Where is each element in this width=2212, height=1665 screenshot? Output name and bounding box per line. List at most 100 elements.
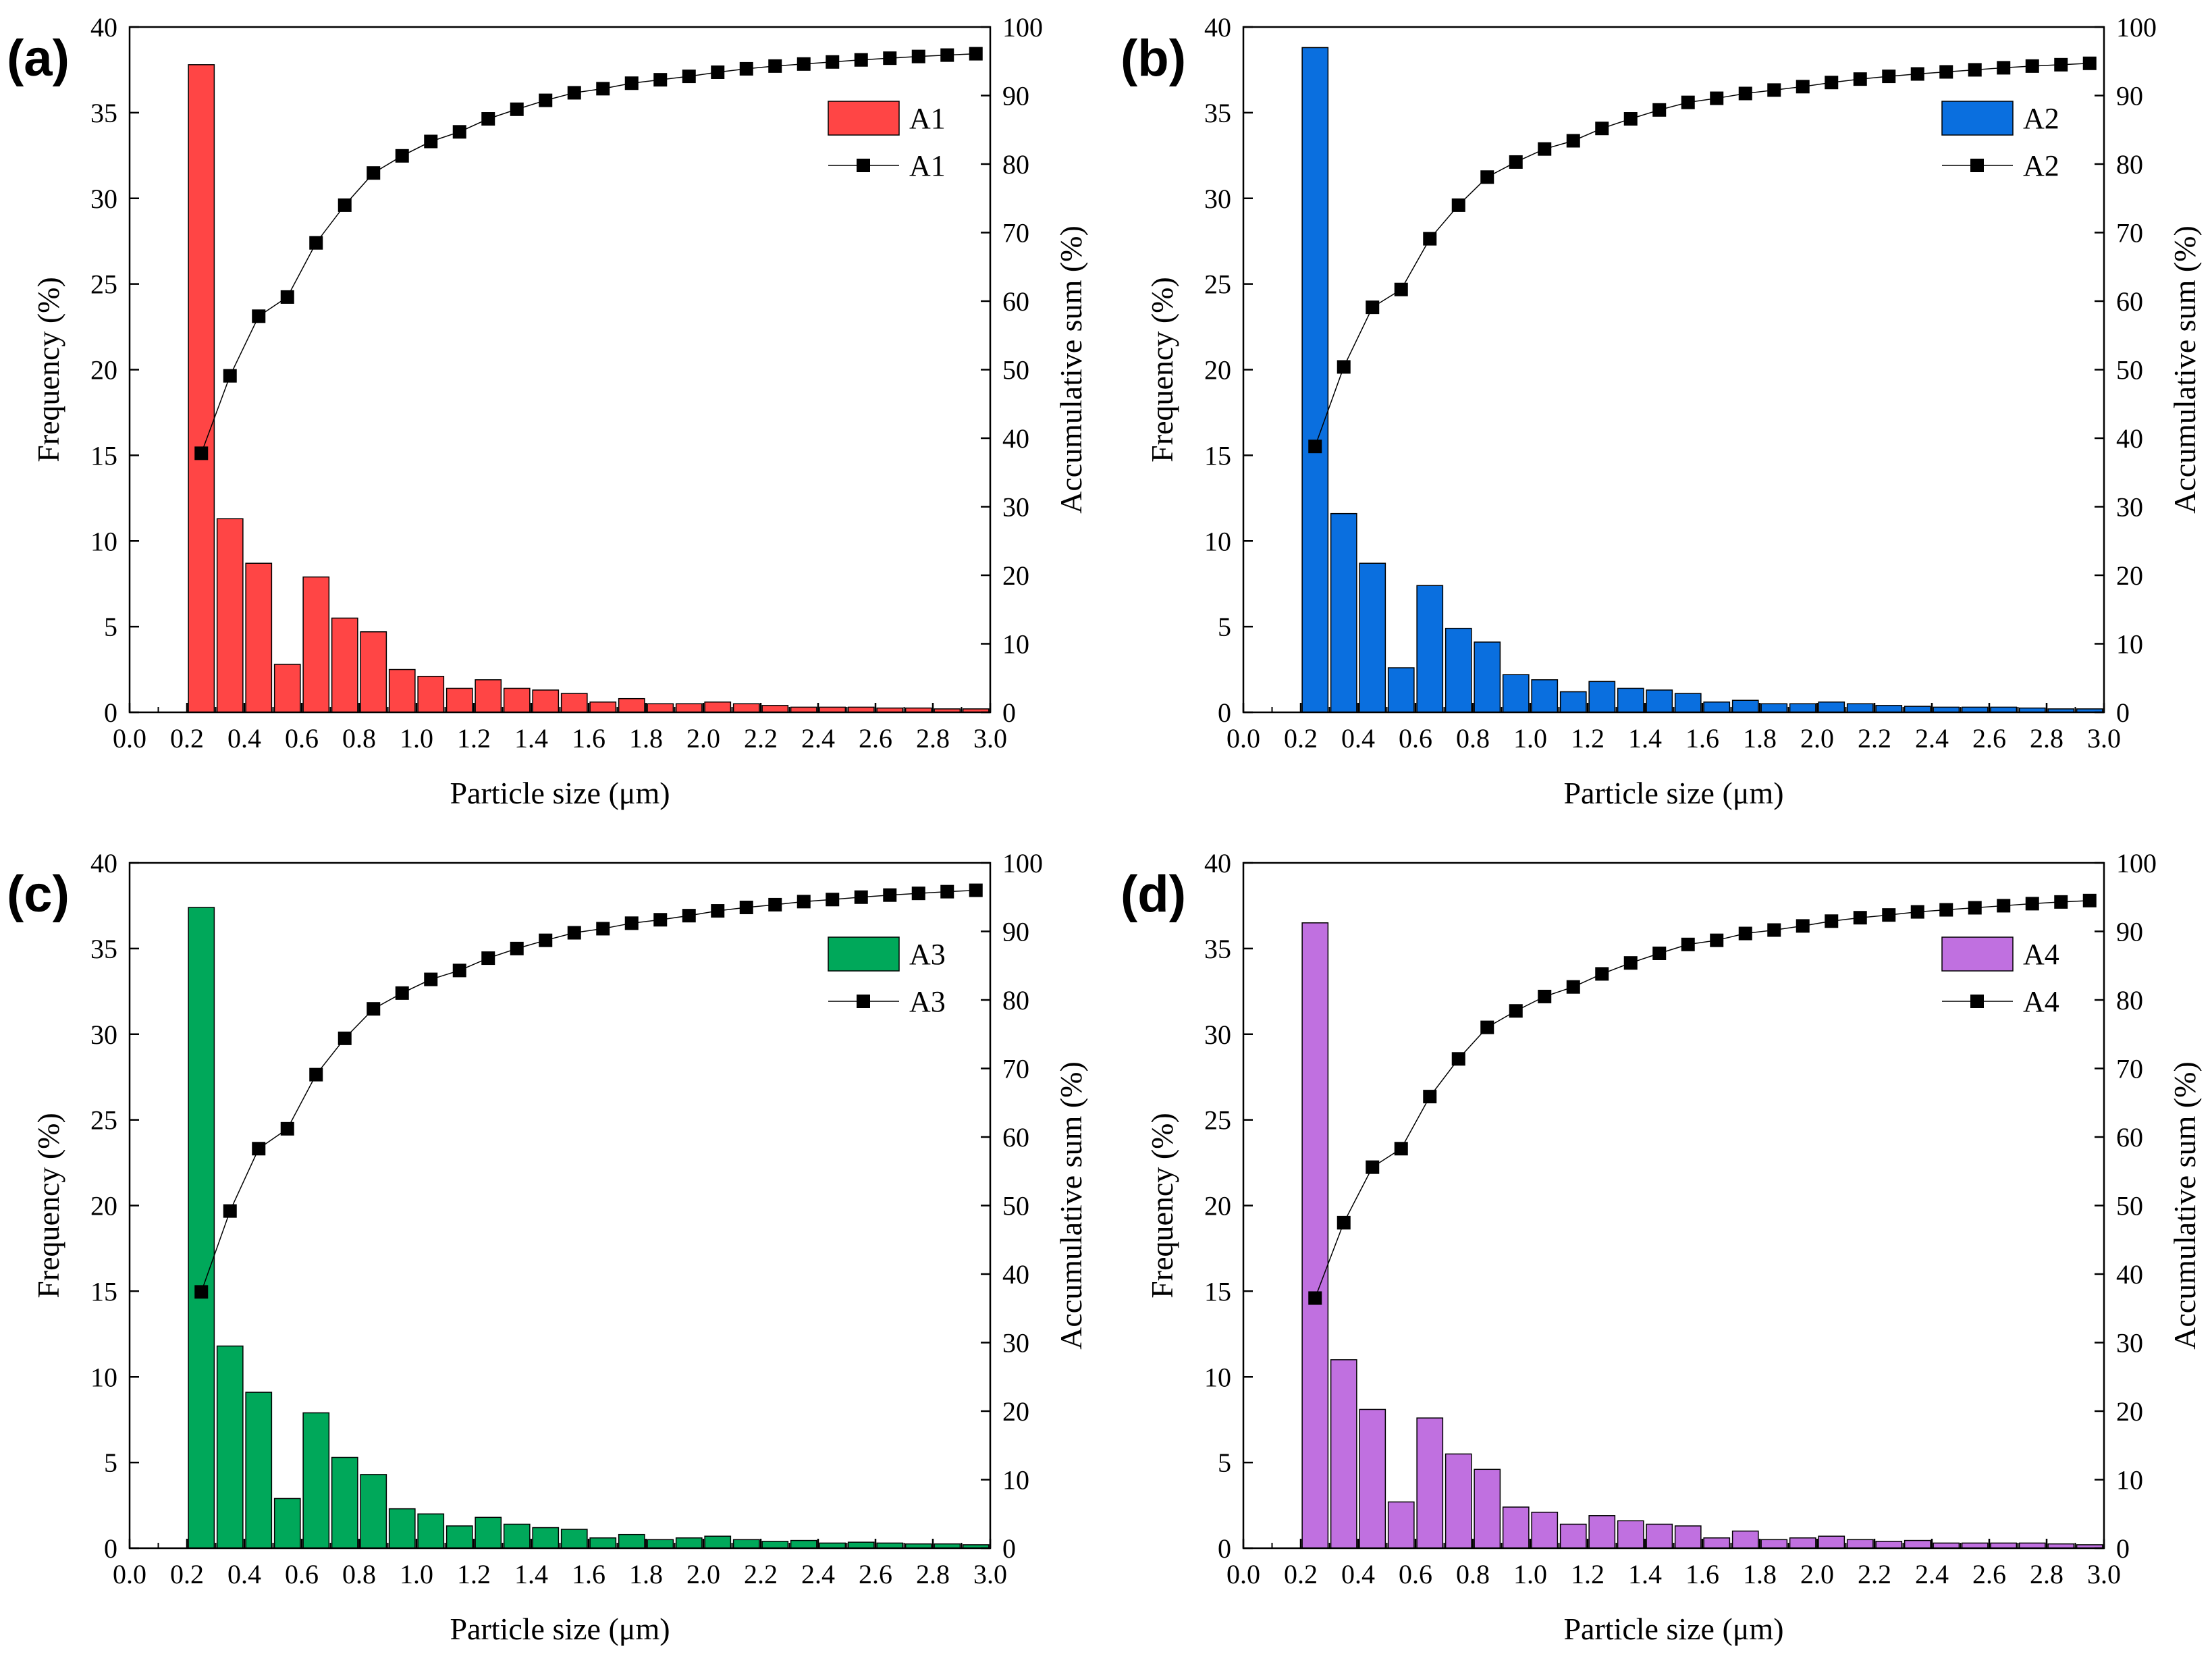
- bar: [417, 675, 445, 713]
- bar: [188, 907, 215, 1549]
- cumulative-point: [768, 59, 782, 73]
- cumulative-point: [1451, 198, 1465, 212]
- x-tick-label: 2.2: [1858, 723, 1891, 754]
- x-tick-label: 0.0: [1226, 723, 1260, 754]
- cumulative-point: [567, 926, 581, 940]
- cumulative-point: [1394, 282, 1408, 296]
- y2-tick-label: 0: [2116, 1533, 2130, 1564]
- bar: [1330, 1359, 1357, 1549]
- x-tick-label: 2.0: [686, 1559, 720, 1589]
- x-axis-title: Particle size (μm): [450, 1612, 670, 1646]
- cumulative-point: [854, 53, 868, 67]
- bar: [618, 697, 645, 713]
- cumulative-point: [2025, 897, 2039, 911]
- x-axis-title: Particle size (μm): [1563, 1612, 1783, 1646]
- y-tick-label: 0: [1218, 1533, 1231, 1564]
- cumulative-point: [624, 76, 639, 90]
- legend-bar-label: A1: [909, 102, 946, 135]
- bar: [1359, 1408, 1386, 1549]
- bar: [1588, 1515, 1616, 1549]
- cumulative-point: [1997, 899, 2011, 913]
- cumulative-point: [624, 916, 639, 930]
- bar: [1731, 1530, 1759, 1549]
- y2-tick-label: 60: [2116, 286, 2143, 317]
- x-tick-label: 1.2: [457, 1559, 491, 1589]
- x-tick-label: 2.0: [1800, 1559, 1834, 1589]
- x-tick-label: 0.8: [342, 1559, 376, 1589]
- bar: [1674, 1525, 1702, 1549]
- y-tick-label: 0: [1218, 697, 1231, 728]
- bar: [1646, 1523, 1673, 1549]
- y2-tick-label: 100: [2116, 848, 2157, 878]
- x-tick-label: 1.0: [400, 1559, 433, 1589]
- x-tick-label: 2.4: [1915, 1559, 1949, 1589]
- x-tick-label: 0.0: [113, 1559, 146, 1589]
- cumulative-point: [1623, 956, 1638, 970]
- y2-tick-label: 80: [1002, 149, 1029, 180]
- bar: [1445, 627, 1472, 713]
- y2-tick-label: 80: [2116, 985, 2143, 1015]
- bar: [647, 703, 674, 713]
- cumulative-point: [1538, 142, 1552, 156]
- bar: [761, 1541, 789, 1549]
- y2-tick-label: 20: [1002, 1396, 1029, 1427]
- x-tick-label: 2.2: [744, 1559, 778, 1589]
- cumulative-point: [739, 900, 753, 914]
- legend-line-marker: [1970, 995, 1984, 1008]
- y2-axis-title: Accumulative sum (%): [1054, 226, 1088, 514]
- cumulative-point: [539, 933, 553, 947]
- bar: [1301, 922, 1329, 1549]
- y2-tick-label: 100: [1002, 12, 1043, 43]
- y2-tick-label: 40: [1002, 1259, 1029, 1290]
- cumulative-point: [2082, 56, 2097, 70]
- cumulative-point: [452, 963, 466, 978]
- bar: [1904, 706, 1931, 713]
- bar: [360, 1474, 387, 1549]
- cumulative-point: [1423, 1090, 1437, 1104]
- x-tick-label: 1.6: [1685, 723, 1719, 754]
- cumulative-point: [1652, 103, 1667, 117]
- y2-tick-label: 10: [2116, 1465, 2143, 1496]
- cumulative-point: [1480, 1020, 1494, 1034]
- legend-line-marker: [1970, 159, 1984, 172]
- cumulative-point: [1308, 1291, 1322, 1305]
- y-tick-label: 35: [90, 98, 117, 128]
- bar: [503, 687, 531, 713]
- bar: [675, 1537, 703, 1549]
- bar: [273, 1498, 301, 1549]
- y-tick-label: 40: [1204, 12, 1231, 43]
- x-tick-label: 1.6: [572, 1559, 605, 1589]
- y-tick-label: 40: [1204, 848, 1231, 878]
- y-tick-label: 20: [90, 355, 117, 386]
- bar: [704, 702, 732, 713]
- y2-tick-label: 20: [2116, 560, 2143, 591]
- bar: [417, 1513, 445, 1549]
- bar: [618, 1533, 645, 1549]
- x-tick-label: 0.2: [1284, 1559, 1318, 1589]
- x-tick-label: 2.0: [686, 723, 720, 754]
- x-tick-label: 3.0: [2087, 1559, 2121, 1589]
- legend-line-label: A4: [2023, 985, 2059, 1018]
- cumulative-point: [452, 125, 466, 139]
- cumulative-point: [1853, 911, 1867, 925]
- cumulative-point: [1738, 86, 1752, 101]
- cumulative-point: [739, 61, 753, 76]
- bar: [589, 702, 617, 713]
- cumulative-point: [1337, 1215, 1351, 1230]
- x-tick-label: 0.8: [342, 723, 376, 754]
- cumulative-point: [1882, 908, 1896, 922]
- cumulative-point: [711, 904, 725, 918]
- cumulative-point: [883, 51, 897, 65]
- cumulative-point: [911, 49, 925, 63]
- legend-line-label: A2: [2023, 149, 2059, 182]
- x-tick-label: 0.0: [1226, 1559, 1260, 1589]
- cumulative-line: [1314, 900, 2090, 1298]
- bar: [388, 668, 416, 713]
- x-tick-label: 0.6: [1399, 723, 1432, 754]
- y-tick-label: 10: [90, 526, 117, 556]
- cumulative-point: [1738, 926, 1752, 941]
- x-tick-label: 2.0: [1800, 723, 1834, 754]
- y-tick-label: 40: [90, 848, 117, 878]
- cumulative-point: [2025, 59, 2039, 73]
- y-tick-label: 30: [90, 1020, 117, 1050]
